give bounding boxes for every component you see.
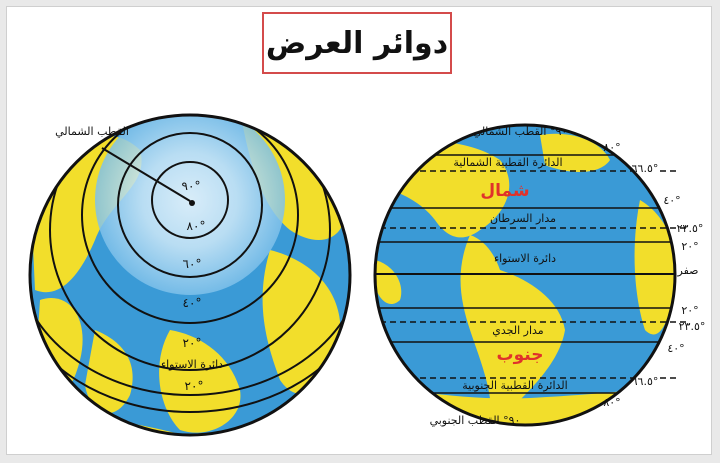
right-south-pole-label: ٩٠° القطب الجنوبي bbox=[430, 414, 521, 427]
deg-label-s40: ٤٠° bbox=[667, 342, 684, 355]
right-globe-dashed-extensions bbox=[660, 170, 690, 379]
left-lat-60: ٦٠° bbox=[183, 257, 202, 271]
deg-label-s80: ٨٠° bbox=[603, 396, 620, 409]
south-word: جنوب bbox=[497, 345, 544, 365]
right-north-pole-label: ٩٠° القطب الشمالي bbox=[473, 125, 568, 138]
deg-label-n80: ٨٠° bbox=[603, 141, 620, 154]
deg-label-s66-5: ٦٦.٥° bbox=[632, 375, 659, 388]
antarctic-circle-label: الدائرة القطبية الجنوبية bbox=[462, 379, 567, 392]
deg-label-n23-5: ٢٣.٥° bbox=[677, 222, 704, 235]
deg-label-n66-5: ٦٦.٥° bbox=[632, 162, 659, 175]
left-lat-40: ٤٠° bbox=[183, 296, 202, 310]
left-lat-20: ٢٠° bbox=[183, 336, 202, 350]
left-equator-label: دائرة الاستواء bbox=[161, 358, 223, 371]
deg-label-s23-5: ٢٣.٥° bbox=[679, 320, 706, 333]
deg-label-s20: ٢٠° bbox=[681, 304, 698, 317]
left-lat-s20: ٢٠° bbox=[185, 379, 204, 393]
title-box: دوائر العرض bbox=[262, 12, 452, 74]
left-globe: القطب الشمالي ٩٠° ٨٠° ٦٠° ٤٠° ٢٠° دائرة … bbox=[28, 113, 352, 437]
tropic-cancer-label: مدار السرطان bbox=[490, 212, 556, 225]
deg-label-zero: صفر bbox=[677, 264, 699, 277]
north-word: شمال bbox=[480, 181, 529, 201]
deg-label-n40: ٤٠° bbox=[663, 194, 680, 207]
tropic-capricorn-label: مدار الجدي bbox=[492, 324, 544, 337]
diagram-title: دوائر العرض bbox=[265, 25, 449, 61]
left-north-pole-label: القطب الشمالي bbox=[55, 125, 129, 138]
arctic-circle-label: الدائرة القطبية الشمالية bbox=[453, 156, 562, 169]
north-pole-dot bbox=[189, 200, 195, 206]
left-lat-90: ٩٠° bbox=[182, 179, 201, 193]
left-lat-80: ٨٠° bbox=[187, 219, 206, 233]
deg-label-n20: ٢٠° bbox=[681, 240, 698, 253]
north-pole-pointer bbox=[101, 147, 191, 202]
right-globe: ٩٠° القطب الشمالي الدائرة القطبية الشمال… bbox=[373, 123, 706, 427]
equator-label: دائرة الاستواء bbox=[494, 252, 556, 265]
